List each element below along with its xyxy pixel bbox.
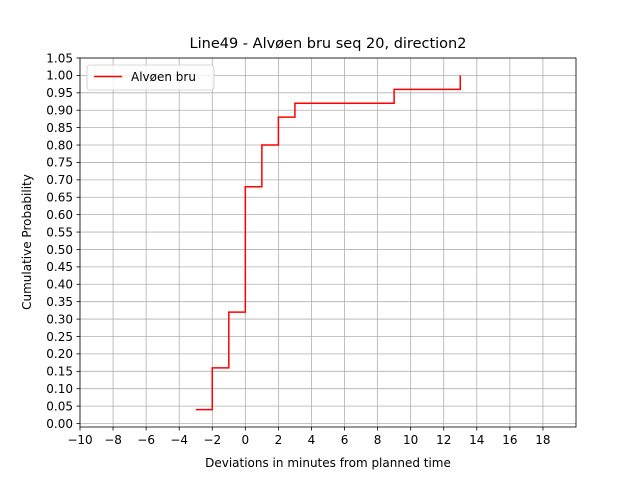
legend: Alvøen bru <box>86 64 215 91</box>
x-tick-label: 12 <box>436 433 451 447</box>
legend-label: Alvøen bru <box>131 70 196 84</box>
y-axis: 0.00 0.05 0.10 0.15 0.20 0.25 0.30 0.35 0.40 0.45… <box>46 51 80 431</box>
x-tick-label: −8 <box>104 433 122 447</box>
x-tick-label: −10 <box>67 433 92 447</box>
y-tick-label: 1.05 <box>46 51 73 65</box>
x-tick-label: 4 <box>308 433 316 447</box>
y-tick-label: 0.65 <box>46 191 73 205</box>
grid <box>79 57 576 427</box>
y-tick-label: 0.50 <box>46 243 73 257</box>
y-tick-label: 0.55 <box>46 225 73 239</box>
y-tick-label: 0.85 <box>46 121 73 135</box>
y-tick-label: 0.10 <box>46 382 73 396</box>
x-tick-label: −2 <box>203 433 221 447</box>
x-tick-label: −4 <box>170 433 188 447</box>
x-tick-label: 10 <box>403 433 418 447</box>
x-tick-label: −6 <box>137 433 155 447</box>
y-tick-label: 0.45 <box>46 260 73 274</box>
x-tick-label: 8 <box>374 433 382 447</box>
y-tick-label: 0.30 <box>46 312 73 326</box>
legend-box <box>86 64 215 91</box>
y-tick-label: 0.40 <box>46 278 73 292</box>
series-layer <box>195 75 462 411</box>
x-tick-label: 18 <box>535 433 550 447</box>
plot-frame <box>79 57 577 428</box>
y-tick-label: 0.70 <box>46 173 73 187</box>
y-tick-label: 0.20 <box>46 347 73 361</box>
x-tick-label: 2 <box>275 433 283 447</box>
x-tick-label: 0 <box>242 433 250 447</box>
x-tick-label: 16 <box>502 433 517 447</box>
y-tick-label: 0.00 <box>46 417 73 431</box>
y-tick-label: 0.05 <box>46 399 73 413</box>
y-tick-label: 0.90 <box>46 104 73 118</box>
y-tick-label: 1.00 <box>46 69 73 83</box>
x-tick-label: 6 <box>341 433 349 447</box>
x-axis-title: Deviations in minutes from planned time <box>205 456 451 470</box>
x-tick-label: 14 <box>469 433 484 447</box>
y-tick-label: 0.80 <box>46 138 73 152</box>
y-tick-label: 0.35 <box>46 295 73 309</box>
y-axis-title: Cumulative Probability <box>20 174 34 310</box>
y-tick-label: 0.60 <box>46 208 73 222</box>
chart-title: Line49 - Alvøen bru seq 20, direction2 <box>190 36 467 52</box>
y-tick-label: 0.95 <box>46 86 73 100</box>
series-line <box>195 75 462 411</box>
y-tick-label: 0.15 <box>46 365 73 379</box>
x-axis: −10 −8 −6 −4 −2 0 2 4 6 8 10 12 14 16 18 <box>67 427 551 447</box>
y-tick-label: 0.75 <box>46 156 73 170</box>
y-tick-label: 0.25 <box>46 330 73 344</box>
